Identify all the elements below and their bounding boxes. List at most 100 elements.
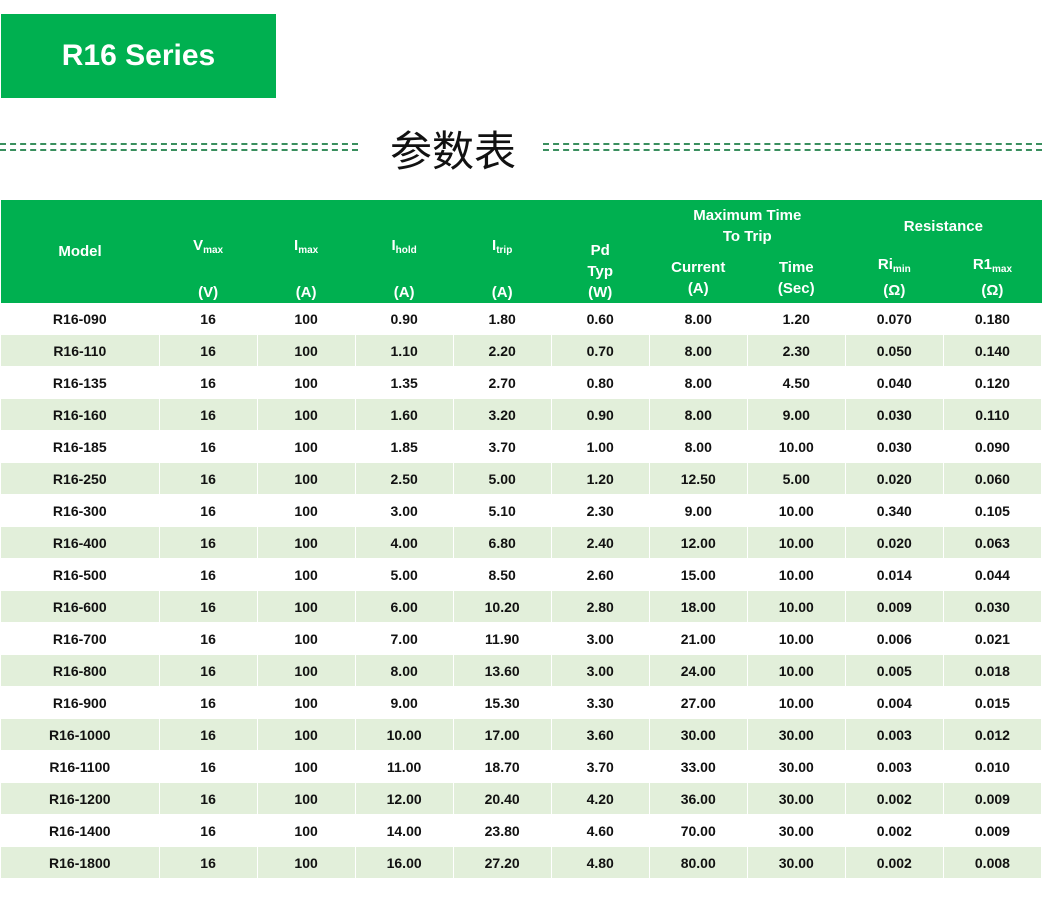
table-cell: 3.70 <box>453 430 552 463</box>
table-row: R16-1100 16 100 11.00 18.70 3.70 33.00 30.00 0.0… <box>1 750 1042 783</box>
table-cell: 0.80 <box>551 366 650 399</box>
table-cell: 9.00 <box>747 398 846 431</box>
table-cell: 100 <box>257 846 356 879</box>
table-row: R16-185 16 100 1.85 3.70 1.00 8.00 10.00 0.030 0.… <box>1 430 1042 463</box>
table-cell: 0.020 <box>845 462 944 495</box>
divider-left <box>0 143 358 151</box>
table-cell: 0.021 <box>943 622 1042 655</box>
table-cell: 3.00 <box>551 654 650 687</box>
table-cell: 1.10 <box>355 334 454 367</box>
table-cell: R16-1800 <box>1 846 160 879</box>
table-cell: 0.009 <box>943 782 1042 815</box>
series-banner: R16 Series <box>1 14 276 98</box>
table-cell: R16-185 <box>1 430 160 463</box>
table-cell: 24.00 <box>649 654 748 687</box>
table-cell: 0.014 <box>845 558 944 591</box>
table-cell: 8.00 <box>649 398 748 431</box>
table-cell: 0.004 <box>845 686 944 719</box>
table-cell: 4.80 <box>551 846 650 879</box>
table-cell: 0.002 <box>845 782 944 815</box>
table-cell: 1.20 <box>747 303 846 335</box>
table-row: R16-400 16 100 4.00 6.80 2.40 12.00 10.00 0.020 0… <box>1 526 1042 559</box>
table-cell: 12.00 <box>355 782 454 815</box>
table-cell: 10.00 <box>747 526 846 559</box>
table-cell: 0.018 <box>943 654 1042 687</box>
table-cell: 0.050 <box>845 334 944 367</box>
table-cell: 3.00 <box>551 622 650 655</box>
col-vmax: Vmax (V) <box>159 200 258 303</box>
table-cell: 0.005 <box>845 654 944 687</box>
table-cell: 8.00 <box>355 654 454 687</box>
table-cell: 8.00 <box>649 334 748 367</box>
table-cell: 10.00 <box>747 494 846 527</box>
table-cell: 30.00 <box>747 814 846 847</box>
table-cell: 0.002 <box>845 846 944 879</box>
table-cell: 16 <box>159 462 258 495</box>
table-row: R16-1200 16 100 12.00 20.40 4.20 36.00 30.00 0.0… <box>1 782 1042 815</box>
col-pd: Pd Typ (W) <box>551 200 650 303</box>
table-cell: 0.010 <box>943 750 1042 783</box>
table-cell: 16 <box>159 398 258 431</box>
table-cell: 0.70 <box>551 334 650 367</box>
table-cell: 100 <box>257 494 356 527</box>
table-cell: 0.063 <box>943 526 1042 559</box>
table-row: R16-800 16 100 8.00 13.60 3.00 24.00 10.00 0.005… <box>1 654 1042 687</box>
table-cell: 16 <box>159 654 258 687</box>
table-cell: 100 <box>257 782 356 815</box>
table-cell: 16 <box>159 622 258 655</box>
table-cell: 30.00 <box>747 846 846 879</box>
table-cell: 0.020 <box>845 526 944 559</box>
table-cell: 18.70 <box>453 750 552 783</box>
table-cell: 100 <box>257 654 356 687</box>
table-cell: 0.140 <box>943 334 1042 367</box>
table-cell: 10.00 <box>747 654 846 687</box>
table-cell: 16 <box>159 846 258 879</box>
col-itrip: Itrip (A) <box>453 200 552 303</box>
table-cell: 0.105 <box>943 494 1042 527</box>
table-cell: 16 <box>159 366 258 399</box>
table-cell: 0.90 <box>355 303 454 335</box>
table-cell: R16-1400 <box>1 814 160 847</box>
table-cell: 1.00 <box>551 430 650 463</box>
table-row: R16-090 16 100 0.90 1.80 0.60 8.00 1.20 0.070 0.1… <box>1 303 1042 335</box>
table-cell: 1.85 <box>355 430 454 463</box>
table-cell: 18.00 <box>649 590 748 623</box>
table-cell: 0.340 <box>845 494 944 527</box>
table-cell: 1.35 <box>355 366 454 399</box>
table-row: R16-900 16 100 9.00 15.30 3.30 27.00 10.00 0.004… <box>1 686 1042 719</box>
table-cell: 100 <box>257 526 356 559</box>
table-cell: 100 <box>257 334 356 367</box>
table-cell: 4.00 <box>355 526 454 559</box>
table-cell: 100 <box>257 558 356 591</box>
table-cell: 2.30 <box>747 334 846 367</box>
col-model: Model <box>1 200 160 303</box>
table-row: R16-250 16 100 2.50 5.00 1.20 12.50 5.00 0.020 0.… <box>1 462 1042 495</box>
table-cell: 16 <box>159 718 258 751</box>
table-cell: 0.002 <box>845 814 944 847</box>
table-cell: 3.00 <box>355 494 454 527</box>
table-cell: 23.80 <box>453 814 552 847</box>
col-imax: Imax (A) <box>257 200 356 303</box>
table-cell: 80.00 <box>649 846 748 879</box>
table-cell: 4.20 <box>551 782 650 815</box>
table-row: R16-1000 16 100 10.00 17.00 3.60 30.00 30.00 0.0… <box>1 718 1042 751</box>
table-cell: 10.20 <box>453 590 552 623</box>
table-cell: 15.00 <box>649 558 748 591</box>
table-cell: 15.30 <box>453 686 552 719</box>
table-row: R16-1400 16 100 14.00 23.80 4.60 70.00 30.00 0.0… <box>1 814 1042 847</box>
table-cell: 16 <box>159 590 258 623</box>
table-cell: 16 <box>159 303 258 335</box>
table-cell: R16-1000 <box>1 718 160 751</box>
divider-right <box>543 143 1042 151</box>
table-row: R16-110 16 100 1.10 2.20 0.70 8.00 2.30 0.050 0.1… <box>1 334 1042 367</box>
table-cell: 9.00 <box>649 494 748 527</box>
table-cell: 0.030 <box>845 398 944 431</box>
table-cell: 21.00 <box>649 622 748 655</box>
table-cell: 6.80 <box>453 526 552 559</box>
table-cell: 0.008 <box>943 846 1042 879</box>
table-cell: 100 <box>257 686 356 719</box>
table-row: R16-1800 16 100 16.00 27.20 4.80 80.00 30.00 0.0… <box>1 846 1042 879</box>
table-cell: R16-090 <box>1 303 160 335</box>
table-cell: 100 <box>257 303 356 335</box>
table-cell: 0.120 <box>943 366 1042 399</box>
